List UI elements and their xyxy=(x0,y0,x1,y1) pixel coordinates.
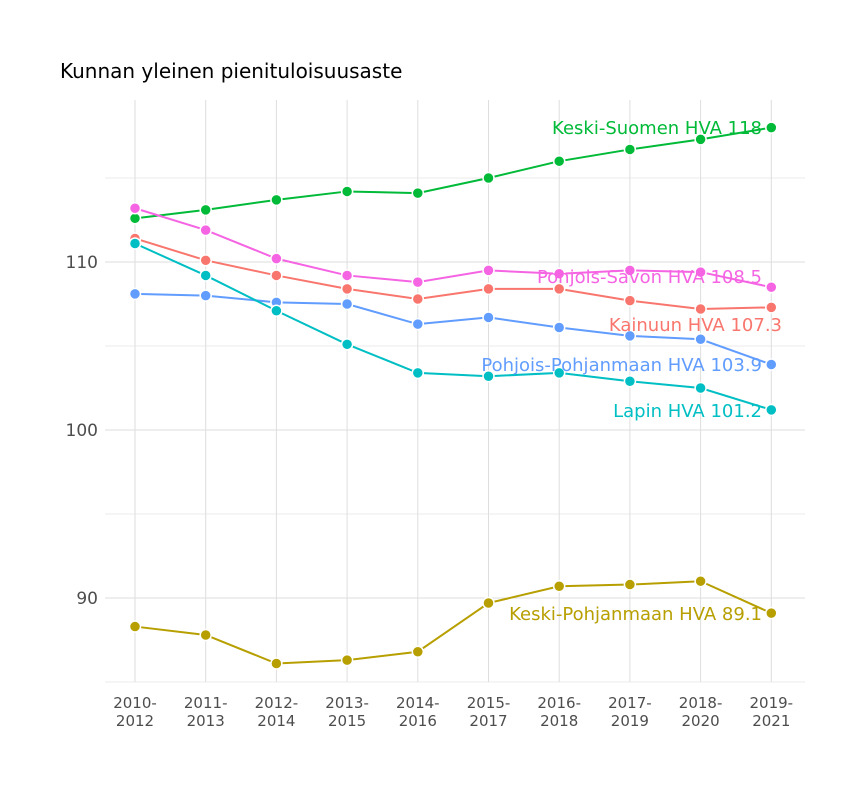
data-point xyxy=(411,292,425,306)
x-tick-label: 2018-2020 xyxy=(679,694,723,730)
y-tick-label: 110 xyxy=(66,253,98,273)
x-tick-label: 2012-2014 xyxy=(255,694,299,730)
data-point xyxy=(765,358,778,371)
data-point xyxy=(552,366,566,380)
data-point xyxy=(694,133,707,146)
series-label: Lapin HVA 101.2 xyxy=(613,401,762,422)
data-point xyxy=(694,381,707,395)
data-point xyxy=(623,264,637,277)
series-label: Kainuun HVA 107.3 xyxy=(609,315,782,336)
chart-title: Kunnan yleinen pienituloisuusaste xyxy=(60,59,402,83)
data-point xyxy=(482,596,495,610)
data-point xyxy=(694,265,707,279)
series-line xyxy=(134,242,772,411)
data-point xyxy=(482,282,495,296)
data-point xyxy=(199,203,212,217)
data-point xyxy=(411,186,425,200)
data-point xyxy=(482,264,495,277)
data-point xyxy=(765,403,778,417)
data-point xyxy=(765,121,778,134)
data-point xyxy=(552,321,566,334)
data-point xyxy=(765,301,778,314)
data-point xyxy=(270,193,283,207)
data-point xyxy=(340,653,354,667)
series-line xyxy=(134,207,772,289)
data-point xyxy=(340,282,354,296)
x-tick-label: 2014-2016 xyxy=(396,694,440,730)
data-point xyxy=(623,143,637,156)
series-line xyxy=(134,126,772,220)
x-tick-label: 2015-2017 xyxy=(467,694,511,730)
data-point xyxy=(199,628,212,642)
x-tick-label: 2011-2013 xyxy=(184,694,228,730)
data-point xyxy=(765,606,778,620)
data-point xyxy=(128,237,142,250)
x-tick-label: 2010-2012 xyxy=(113,694,157,730)
data-point xyxy=(552,154,566,168)
data-point xyxy=(270,657,283,670)
data-point xyxy=(623,294,637,307)
data-point xyxy=(199,254,212,267)
data-point xyxy=(694,302,707,316)
data-point xyxy=(340,338,354,351)
x-tick-label: 2019-2021 xyxy=(750,694,794,730)
data-point xyxy=(199,269,212,282)
data-point xyxy=(128,287,142,301)
data-point xyxy=(270,304,283,317)
y-tick-label: 90 xyxy=(76,589,98,609)
data-point xyxy=(199,223,212,237)
data-point xyxy=(623,329,637,343)
data-point xyxy=(623,375,637,388)
series-line xyxy=(134,292,772,366)
series-label: Pohjois-Pohjanmaan HVA 103.9 xyxy=(481,355,762,376)
data-point xyxy=(482,369,495,383)
data-point xyxy=(411,317,425,331)
data-point xyxy=(552,267,566,281)
data-point xyxy=(411,366,425,380)
data-point xyxy=(411,645,425,659)
data-point xyxy=(694,574,707,588)
data-point xyxy=(552,579,566,593)
data-point xyxy=(128,620,142,633)
data-point xyxy=(552,282,566,296)
series-line xyxy=(134,237,772,311)
x-tick-label: 2013-2015 xyxy=(325,694,369,730)
series-line xyxy=(134,580,772,665)
data-point xyxy=(765,280,778,294)
data-point xyxy=(340,185,354,198)
series-label: Keski-Pohjanmaan HVA 89.1 xyxy=(509,604,762,625)
data-point xyxy=(270,269,283,282)
y-tick-label: 100 xyxy=(66,421,98,441)
data-point xyxy=(482,311,495,324)
data-point xyxy=(623,578,637,591)
data-point xyxy=(128,201,142,215)
data-point xyxy=(694,333,707,346)
data-point xyxy=(199,289,212,302)
data-point xyxy=(411,275,425,289)
x-tick-label: 2016-2018 xyxy=(537,694,581,730)
data-point xyxy=(482,171,495,185)
series-label: Keski-Suomen HVA 118 xyxy=(552,118,762,139)
data-point xyxy=(270,252,283,265)
x-tick-label: 2017-2019 xyxy=(608,694,652,730)
data-point xyxy=(340,269,354,282)
data-point xyxy=(340,297,354,311)
series-label: Pohjois-Savon HVA 108.5 xyxy=(537,267,762,288)
